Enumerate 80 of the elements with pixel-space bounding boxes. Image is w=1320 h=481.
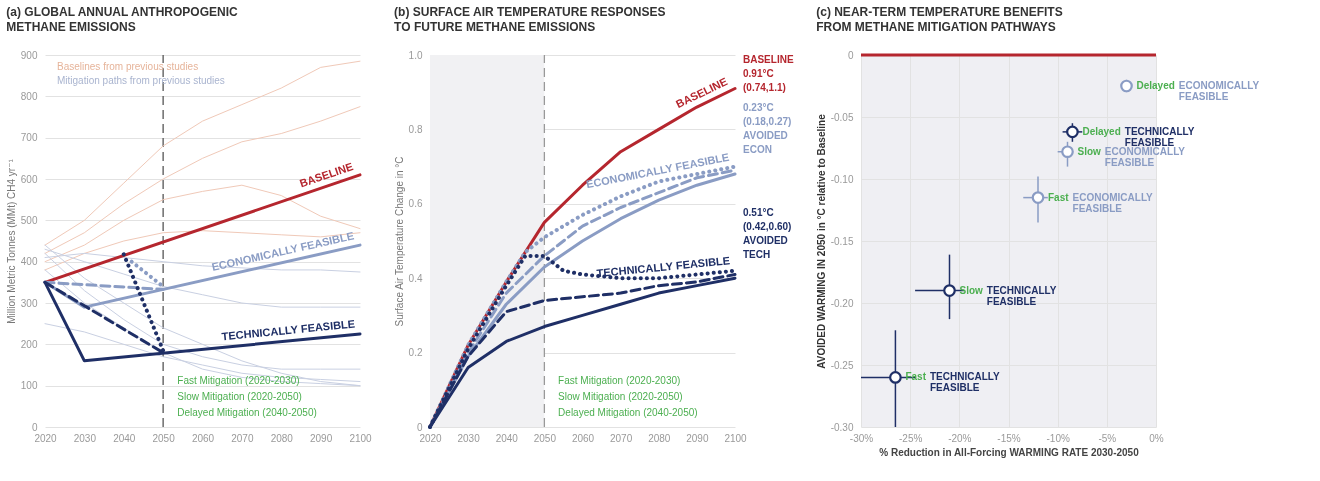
y-axis-title: Surface Air Temperature Change in °C xyxy=(393,156,405,327)
x-tick-label: 2080 xyxy=(648,432,671,444)
x-tick-label: 2050 xyxy=(152,432,176,444)
y-tick-label: -0.05 xyxy=(830,111,854,123)
text: ECONOMICALLY FEASIBLE xyxy=(1072,191,1154,214)
y-tick-label: 0 xyxy=(847,49,854,61)
text: TECHNICALLY FEASIBLE xyxy=(929,371,1000,394)
y-tick-label: 800 xyxy=(20,90,38,102)
annotation: Fast Mitigation (2020-2030) xyxy=(177,375,300,386)
y-tick-label: 0.8 xyxy=(408,123,423,135)
x-tick-label: -10% xyxy=(1046,432,1070,444)
text: BASELINE 0.91°C (0.74,1.1) xyxy=(743,54,794,93)
x-tick-label: 2090 xyxy=(686,432,709,444)
annotation: Slow Mitigation (2020-2050) xyxy=(558,391,683,402)
annotation: Fast Mitigation (2020-2030) xyxy=(558,375,681,386)
x-tick-label: -20% xyxy=(948,432,972,444)
text: TECHNICALLY FEASIBLE xyxy=(221,317,356,343)
y-tick-label: 1.0 xyxy=(408,49,423,61)
y-tick-label: 600 xyxy=(20,173,38,185)
x-tick-label: 2030 xyxy=(457,432,481,444)
x-tick-label: 2100 xyxy=(724,432,748,444)
text: TECHNICALLY FEASIBLE xyxy=(596,254,731,280)
x-tick-label: 2100 xyxy=(349,432,373,444)
y-axis-title: AVOIDED WARMING IN 2050 in °C relative to Baseline xyxy=(815,113,827,369)
annotation: Delayed Mitigation (2040-2050) xyxy=(177,407,317,418)
y-tick-label: 100 xyxy=(20,380,38,392)
y-tick-label: 0.2 xyxy=(408,347,423,359)
y-tick-label: -0.20 xyxy=(830,297,854,309)
y-tick-label: 500 xyxy=(20,214,38,226)
x-tick-label: 2020 xyxy=(34,432,58,444)
y-tick-label: 700 xyxy=(20,132,38,144)
x-tick-label: 2040 xyxy=(495,432,519,444)
x-tick-label: 2060 xyxy=(571,432,595,444)
data-label: Slow xyxy=(959,284,984,296)
y-tick-label: -0.30 xyxy=(830,421,854,433)
x-tick-label: 2090 xyxy=(310,432,333,444)
y-tick-label: 300 xyxy=(20,297,38,309)
y-tick-label: 400 xyxy=(20,256,38,268)
x-tick-label: 0% xyxy=(1149,432,1164,444)
x-tick-label: 2080 xyxy=(270,432,294,444)
y-tick-label: 0.6 xyxy=(408,198,423,210)
x-axis-title: % Reduction in All-Forcing WARMING RATE 2030-2050 xyxy=(879,446,1140,458)
annotation: Slow Mitigation (2020-2050) xyxy=(177,391,302,402)
annotation: Delayed Mitigation (2040-2050) xyxy=(558,407,698,418)
data-label: Delayed xyxy=(1082,125,1121,137)
x-tick-label: 2030 xyxy=(73,432,97,444)
x-tick-label: 2050 xyxy=(533,432,557,444)
y-tick-label: -0.10 xyxy=(830,173,854,185)
x-tick-label: -5% xyxy=(1098,432,1117,444)
text: ECONOMICALLY FEASIBLE xyxy=(1178,80,1260,102)
text: 0.51°C (0.42,0.60) AVOIDED TECH xyxy=(743,206,792,260)
annotation: Baselines from previous studies xyxy=(57,61,199,72)
data-label: Delayed xyxy=(1136,80,1175,91)
text: 0.23°C (0.18,0.27) AVOIDED ECON xyxy=(743,102,792,156)
chart-title: (c) NEAR-TERM TEMPERATURE BENEFITS FROM METHANE MITIGATION PATHWAYS xyxy=(816,5,1063,34)
y-tick-label: -0.15 xyxy=(830,235,854,247)
chart-title: (a) GLOBAL ANNUAL ANTHROPOGENIC METHANE EMISSIONS xyxy=(6,5,238,34)
text: TECHNICALLY FEASIBLE xyxy=(1124,125,1195,148)
x-tick-label: -15% xyxy=(997,432,1021,444)
y-axis-title: Million Metric Tonnes (MMt) CH4 yr⁻¹ xyxy=(5,158,17,324)
data-label: Slow xyxy=(1077,145,1102,157)
x-tick-label: 2070 xyxy=(231,432,254,444)
x-tick-label: 2020 xyxy=(419,432,443,444)
y-tick-label: 900 xyxy=(20,49,38,61)
text: TECHNICALLY FEASIBLE xyxy=(986,284,1057,307)
annotation: Mitigation paths from previous studies xyxy=(57,75,225,86)
x-tick-label: 2070 xyxy=(610,432,633,444)
data-label: Fast xyxy=(905,371,927,383)
y-tick-label: 0 xyxy=(31,421,38,433)
text: ECONOMICALLY FEASIBLE xyxy=(1104,145,1186,168)
x-tick-label: 2060 xyxy=(191,432,215,444)
data-label: Fast xyxy=(1048,191,1070,203)
x-tick-label: 2040 xyxy=(113,432,136,444)
y-tick-label: 200 xyxy=(20,338,38,350)
y-tick-label: -0.25 xyxy=(830,359,854,371)
x-tick-label: -30% xyxy=(849,432,874,444)
y-tick-label: 0.4 xyxy=(408,272,423,284)
chart-title: (b) SURFACE AIR TEMPERATURE RESPONSES TO FUTURE METHANE EMISSIONS xyxy=(394,5,666,34)
y-tick-label: 0 xyxy=(416,421,423,433)
x-tick-label: -25% xyxy=(898,432,923,444)
